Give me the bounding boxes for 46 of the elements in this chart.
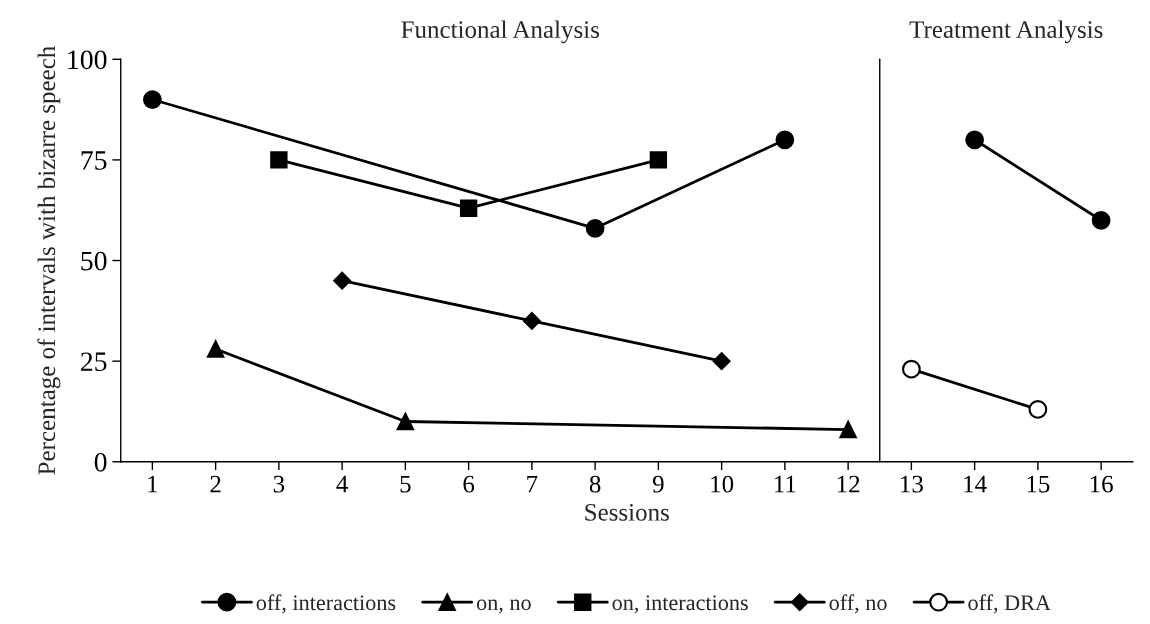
x-tick-label: 1 [148,475,158,493]
y-tick-label: 25 [81,352,107,372]
x-axis-title: Sessions [585,503,669,521]
x-tick-label: 9 [652,475,664,493]
x-tick-label: 12 [837,475,860,493]
legend-label: off, interactions [256,594,396,614]
point [143,90,162,109]
x-tick-label: 6 [463,475,475,493]
text: Functional Analysis [401,20,599,44]
text: Treatment Analysis [909,20,1103,44]
x-tick-label: 13 [901,475,923,493]
point [839,420,857,439]
legend-label: off, no [829,594,887,614]
point [206,340,225,358]
point [902,359,921,379]
point [775,130,795,150]
point [1091,210,1111,230]
point [965,130,984,150]
point [396,412,415,431]
point [1028,400,1048,419]
x-tick-label: 4 [336,475,348,493]
x-tick-label: 14 [964,475,987,493]
point [712,352,731,371]
point [459,199,478,217]
y-tick-label: 50 [81,251,107,271]
x-tick-label: 8 [589,475,601,493]
x-tick-label: 2 [210,475,221,493]
legend-label: on, no [476,599,531,614]
x-tick-label: 11 [775,475,796,493]
point [333,271,352,290]
x-tick-label: 3 [273,475,285,493]
x-tick-label: 10 [711,475,734,493]
point [522,311,541,330]
y-tick-label: 0 [94,452,107,472]
point [270,151,288,169]
x-tick-label: 16 [1090,475,1113,493]
legend-label: off, DRA [968,594,1051,614]
x-tick-label: 15 [1027,475,1050,493]
y-tick-label: 75 [81,151,107,170]
y-tick-label: 100 [68,50,107,70]
point [585,218,605,238]
x-tick-label: 7 [527,475,538,493]
point [649,151,668,169]
x-tick-label: 5 [400,475,411,493]
legend-label: on, interactions [612,595,748,614]
y-axis-title: Percentage of intervals with bizarre speech [37,46,61,475]
